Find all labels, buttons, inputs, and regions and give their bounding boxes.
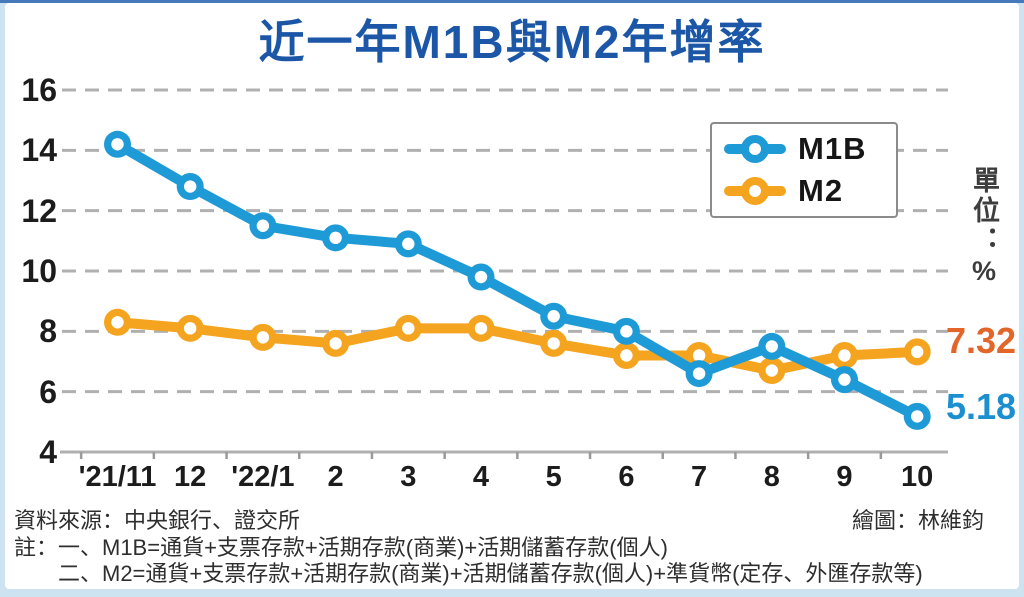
legend-label-m2: M2 <box>798 173 844 208</box>
legend-item-m1b: M1B <box>724 130 884 168</box>
note-line-1: 註：一、M1B=通貨+支票存款+活期存款(商業)+活期儲蓄存款(個人) <box>14 535 668 560</box>
top-accent-line <box>0 0 1024 3</box>
credit-text: 繪圖：林維鈞 <box>851 508 984 533</box>
chart-title: 近一年M1B與M2年增率 <box>258 16 766 68</box>
m2-end-value: 7.32 <box>946 319 1017 361</box>
legend: M1B M2 <box>710 122 898 218</box>
m2-line-marker-swatch <box>724 175 786 207</box>
legend-label-m1b: M1B <box>798 131 867 166</box>
m1b-marker-icon <box>741 135 769 163</box>
unit-label: 單位：% <box>969 166 999 289</box>
legend-item-m2: M2 <box>724 172 884 210</box>
source-text: 資料來源：中央銀行、證交所 <box>14 508 301 533</box>
m2-marker-icon <box>741 177 769 205</box>
note-line-2: 二、M2=通貨+支票存款+活期存款(商業)+活期儲蓄存款(個人)+準貨幣(定存、… <box>58 561 923 586</box>
m1b-line-marker-swatch <box>724 133 786 165</box>
m1b-end-value: 5.18 <box>946 386 1017 428</box>
